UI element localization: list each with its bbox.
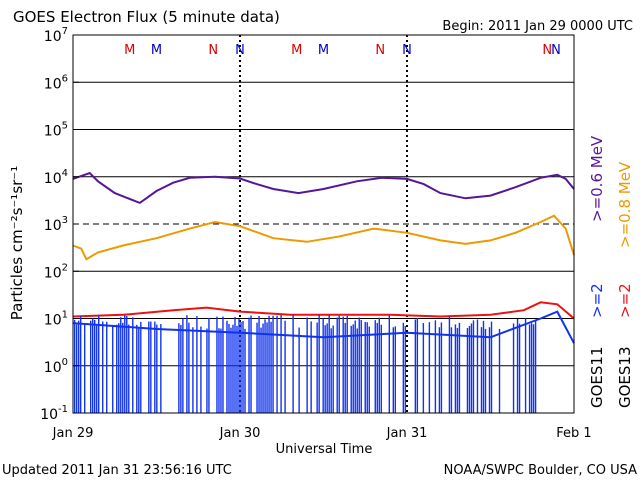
y-tick-labels: 107 106 105 104 103 102 101 100 10-1 xyxy=(40,26,79,423)
series-line xyxy=(72,214,575,261)
orbit-marker: N xyxy=(542,43,552,58)
chart-title: GOES Electron Flux (5 minute data) xyxy=(13,8,280,26)
orbit-marker: N xyxy=(235,43,245,58)
series-layer xyxy=(72,171,575,413)
y-tick-label: 10-1 xyxy=(40,404,68,423)
orbit-marker: N xyxy=(402,43,412,58)
y-tick-label: 103 xyxy=(44,215,68,234)
credit-label: NOAA/SWPC Boulder, CO USA xyxy=(444,463,637,478)
legend-goes11-low: >=2 xyxy=(588,283,606,318)
x-tick-label: Jan 29 xyxy=(52,426,94,441)
orbit-marker: N xyxy=(375,43,385,58)
orbit-markers: M M N N M M N N NN xyxy=(124,43,561,58)
series-line xyxy=(72,301,575,320)
x-tick-labels: Jan 29 Jan 30 Jan 31 Feb 1 xyxy=(52,426,592,441)
legend: GOES11 >=0.6 MeV >=2 GOES13 >=0.8 MeV >=… xyxy=(588,135,634,408)
y-tick-label: 102 xyxy=(44,262,68,281)
orbit-marker: M xyxy=(124,43,135,58)
y-tick-label: 105 xyxy=(44,121,68,140)
y-tick-label: 107 xyxy=(44,26,68,45)
legend-goes13-name: GOES13 xyxy=(616,346,634,408)
x-tick-label: Jan 31 xyxy=(386,426,428,441)
x-tick-label: Jan 30 xyxy=(219,426,261,441)
plot-frame xyxy=(72,34,575,414)
series-line xyxy=(72,310,575,344)
updated-timestamp: Updated 2011 Jan 31 23:56:16 UTC xyxy=(2,463,232,478)
y-axis-label: Particles cm⁻²s⁻¹sr⁻¹ xyxy=(8,166,26,320)
y-tick-label: 100 xyxy=(44,357,68,376)
x-tick-label: Feb 1 xyxy=(556,426,591,441)
orbit-marker: M xyxy=(151,43,162,58)
orbit-marker: M xyxy=(318,43,329,58)
legend-goes11-high: >=0.6 MeV xyxy=(588,135,606,222)
x-axis-label: Universal Time xyxy=(276,442,373,457)
y-tick-label: 106 xyxy=(44,73,68,92)
orbit-marker: N xyxy=(551,43,561,58)
orbit-marker: M xyxy=(291,43,302,58)
series-line xyxy=(72,171,575,205)
legend-goes13-high: >=0.8 MeV xyxy=(616,161,634,248)
orbit-marker: N xyxy=(208,43,218,58)
begin-label: Begin: 2011 Jan 29 0000 UTC xyxy=(442,19,633,34)
legend-goes11-name: GOES11 xyxy=(588,346,606,408)
y-tick-label: 104 xyxy=(44,168,68,187)
y-tick-label: 101 xyxy=(44,310,68,329)
legend-goes13-low: >=2 xyxy=(616,283,634,318)
